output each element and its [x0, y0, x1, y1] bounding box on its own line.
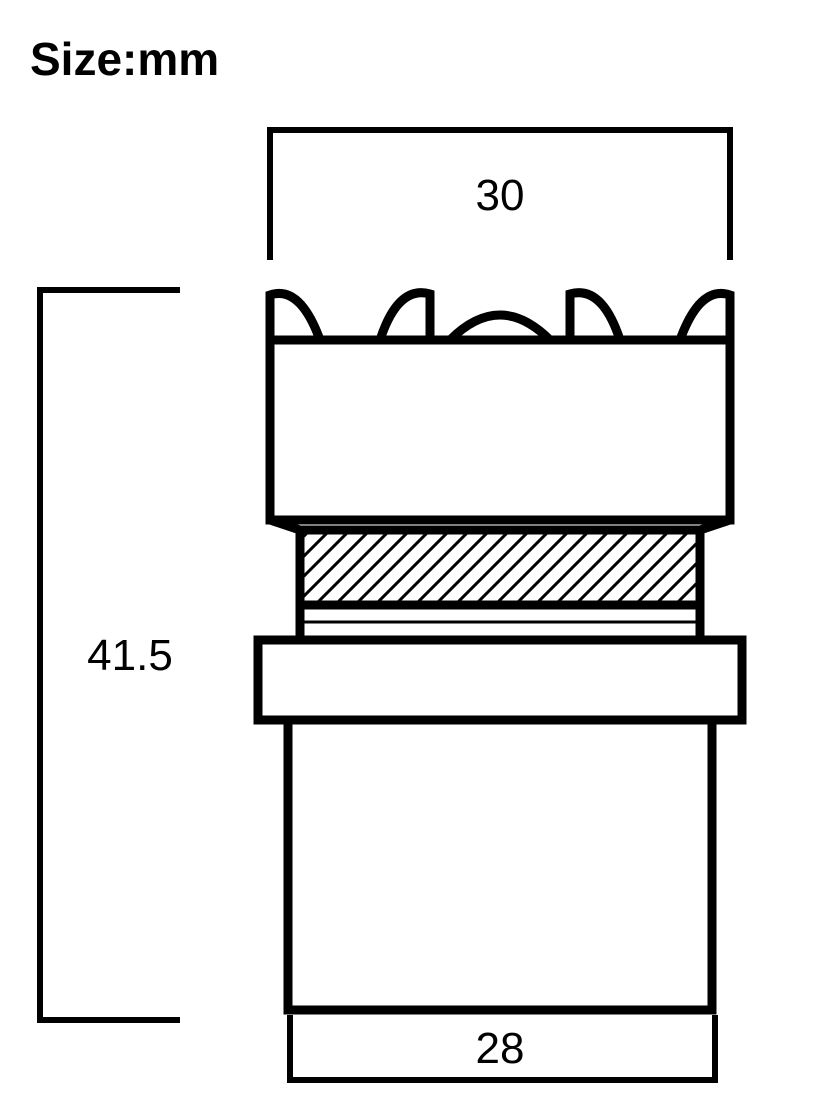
dim-top-value: 30: [476, 171, 525, 220]
part-outline: [258, 293, 742, 1010]
dim-left-value: 41.5: [87, 631, 173, 680]
title-label: Size:mm: [30, 33, 219, 85]
dimension-left: 41.5: [40, 290, 180, 1020]
technical-drawing: Size:mm 30 41.5 28: [0, 0, 833, 1100]
dim-bottom-value: 28: [476, 1024, 525, 1073]
dimension-bottom: 28: [290, 1015, 715, 1080]
dimension-top: 30: [270, 130, 730, 260]
